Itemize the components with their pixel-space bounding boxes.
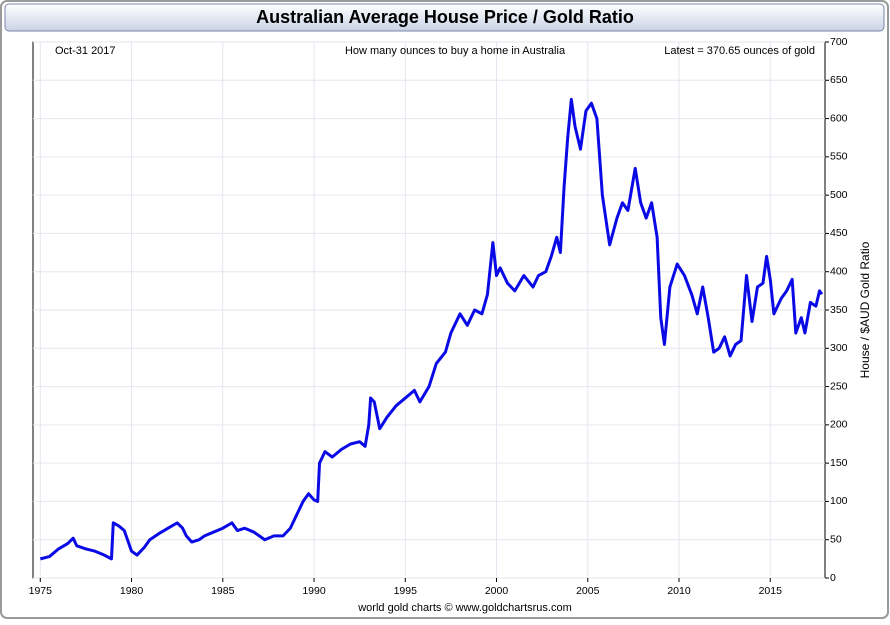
y-tick-label: 450 [830, 227, 848, 239]
x-tick-label: 1985 [211, 585, 235, 597]
date-label: Oct-31 2017 [55, 45, 116, 57]
y-tick-label: 100 [830, 495, 848, 507]
y-tick-label: 300 [830, 342, 848, 354]
x-tick-label: 2000 [485, 585, 509, 597]
x-tick-label: 2015 [759, 585, 783, 597]
data-line [39, 97, 824, 561]
y-tick-label: 250 [830, 380, 848, 392]
y-tick-label: 0 [830, 572, 836, 584]
y-axis-label: House / $AUD Gold Ratio [858, 241, 872, 378]
y-tick-label: 200 [830, 419, 848, 431]
grid-layer [33, 41, 825, 579]
x-tick-label: 1980 [120, 585, 144, 597]
y-tick-label: 50 [830, 533, 842, 545]
x-tick-label: 2010 [667, 585, 691, 597]
x-tick-label: 1990 [302, 585, 326, 597]
y-tick-label: 350 [830, 304, 848, 316]
y-tick-label: 150 [830, 457, 848, 469]
y-tick-label: 500 [830, 189, 848, 201]
x-tick-label: 2005 [576, 585, 600, 597]
subtitle: How many ounces to buy a home in Austral… [345, 45, 566, 57]
y-tick-label: 700 [830, 36, 848, 48]
annotation: Latest = 370.65 ounces of gold [664, 45, 815, 57]
footer: world gold charts © www.goldchartsrus.co… [357, 602, 572, 614]
x-tick-label: 1995 [394, 585, 418, 597]
y-tick-label: 600 [830, 112, 848, 124]
x-tick-label: 1975 [29, 585, 53, 597]
chart-title: Australian Average House Price / Gold Ra… [256, 7, 634, 27]
title-bar [4, 3, 885, 32]
y-tick-label: 550 [830, 151, 848, 163]
y-tick-label: 400 [830, 265, 848, 277]
y-tick-label: 650 [830, 74, 848, 86]
